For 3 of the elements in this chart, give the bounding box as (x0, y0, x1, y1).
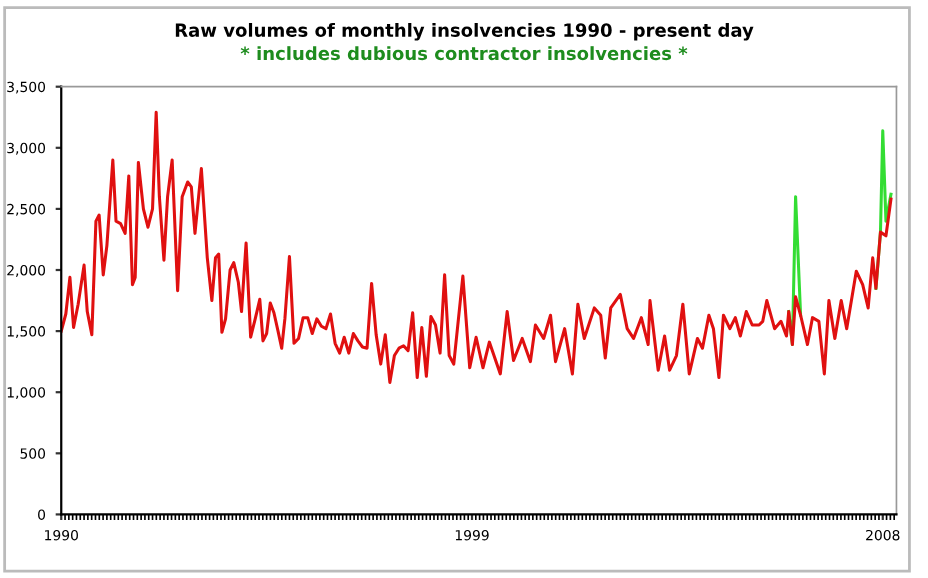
chart-subtitle: * includes dubious contractor insolvencies * (240, 46, 688, 61)
chart-title: Raw volumes of monthly insolvencies 1990 - present day (175, 22, 754, 41)
line-series (61, 110, 893, 384)
